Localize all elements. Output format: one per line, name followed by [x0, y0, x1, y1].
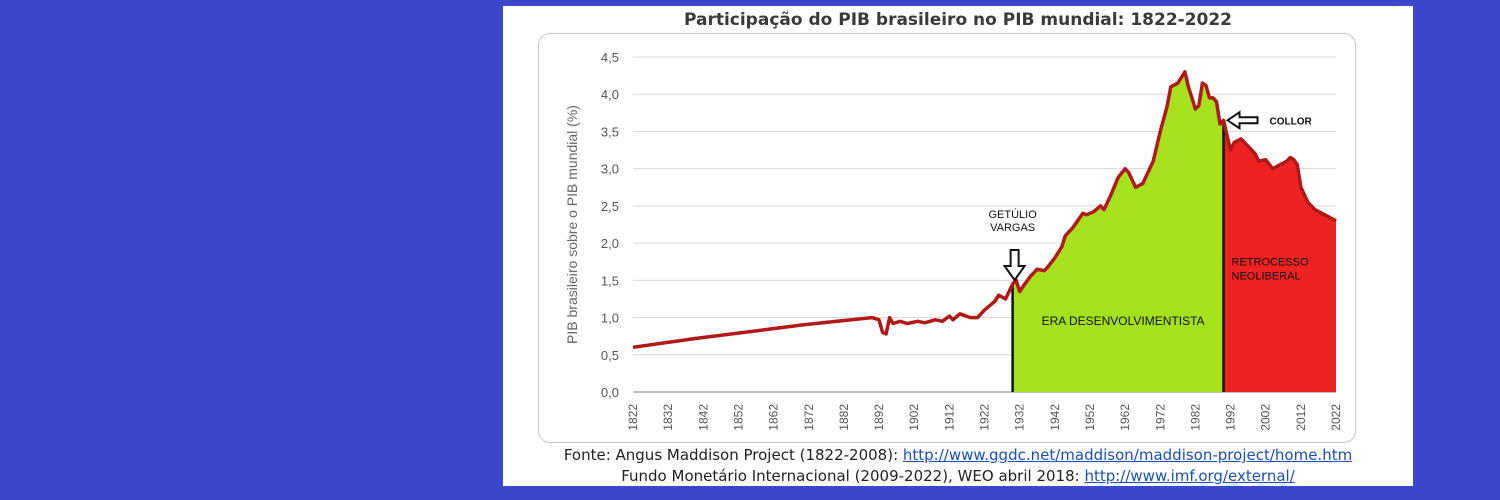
chart-plot: 0,0 0,5 1,0 1,5 2,0 2,5 3,0 3,5 4,0 4,5 1822 1832 18…: [564, 50, 1343, 431]
y-tick-label: 1,0: [601, 311, 619, 326]
arrow-left-icon: [1225, 110, 1259, 131]
x-tick-label: 1902: [907, 404, 921, 431]
y-tick-label: 4,5: [601, 50, 619, 65]
arrow-down-icon: [1002, 249, 1027, 282]
annotation-label: GETÚLIO: [988, 208, 1037, 221]
source-link-2[interactable]: http://www.imf.org/external/: [1084, 467, 1295, 485]
x-tick-label: 2002: [1259, 404, 1273, 431]
y-tick-label: 2,0: [601, 236, 619, 251]
region-fill: [1012, 71, 1224, 392]
x-tick-label: 1952: [1083, 404, 1097, 431]
y-tick-label: 0,5: [601, 348, 619, 363]
x-tick-label: 2022: [1329, 404, 1343, 431]
y-tick-label: 2,5: [601, 199, 619, 214]
y-tick-label: 4,0: [601, 87, 619, 102]
series-line: [632, 70, 1337, 350]
region-label: ERA DESENVOLVIMENTISTA: [1042, 314, 1205, 328]
x-tick-label: 1972: [1153, 404, 1167, 431]
x-tick-label: 1992: [1224, 404, 1238, 431]
x-tick-label: 1862: [767, 404, 781, 431]
chart-panel: Participação do PIB brasileiro no PIB mu…: [503, 6, 1413, 486]
x-tick-label: 1832: [661, 404, 675, 431]
x-tick-label: 1892: [872, 404, 886, 431]
x-tick-label: 1922: [978, 404, 992, 431]
source-link-1[interactable]: http://www.ggdc.net/maddison/maddison-pr…: [902, 446, 1353, 464]
region-fill: [1223, 120, 1336, 393]
annotation-label: VARGAS: [990, 222, 1035, 234]
x-tick-label: 1982: [1188, 404, 1202, 431]
y-tick-label: 3,5: [601, 124, 619, 139]
x-tick-label: 1962: [1118, 404, 1132, 431]
source-text-1: Fonte: Angus Maddison Project (1822-2008…: [563, 446, 903, 464]
source-line-2: Fundo Monetário Internacional (2009-2022…: [503, 467, 1413, 485]
source-line-1: Fonte: Angus Maddison Project (1822-2008…: [503, 446, 1413, 464]
x-tick-label: 2012: [1294, 404, 1308, 431]
x-tick-label: 1872: [802, 404, 816, 431]
x-tick-label: 1852: [731, 404, 745, 431]
chart-title: Participação do PIB brasileiro no PIB mu…: [683, 10, 1233, 30]
region-label: NEOLIBERAL: [1232, 270, 1301, 282]
x-tick-label: 1932: [1013, 404, 1027, 431]
y-tick-label: 0,0: [601, 385, 619, 400]
x-tick-label: 1942: [1048, 404, 1062, 431]
y-axis-label: PIB brasileiro sobre o PIB mundial (%): [564, 105, 580, 344]
x-tick-label: 1842: [696, 404, 710, 431]
x-tick-label: 1882: [837, 404, 851, 431]
x-tick-label: 1912: [942, 404, 956, 431]
chart-frame: 0,0 0,5 1,0 1,5 2,0 2,5 3,0 3,5 4,0 4,5 1822 1832 18…: [538, 33, 1356, 443]
y-tick-label: 3,0: [601, 162, 619, 177]
source-text-2: Fundo Monetário Internacional (2009-2022…: [621, 467, 1085, 485]
annotation-label: COLLOR: [1270, 116, 1313, 127]
x-tick-label: 1822: [626, 404, 640, 431]
region-label: RETROCESSO: [1232, 256, 1309, 268]
y-tick-label: 1,5: [601, 273, 619, 288]
